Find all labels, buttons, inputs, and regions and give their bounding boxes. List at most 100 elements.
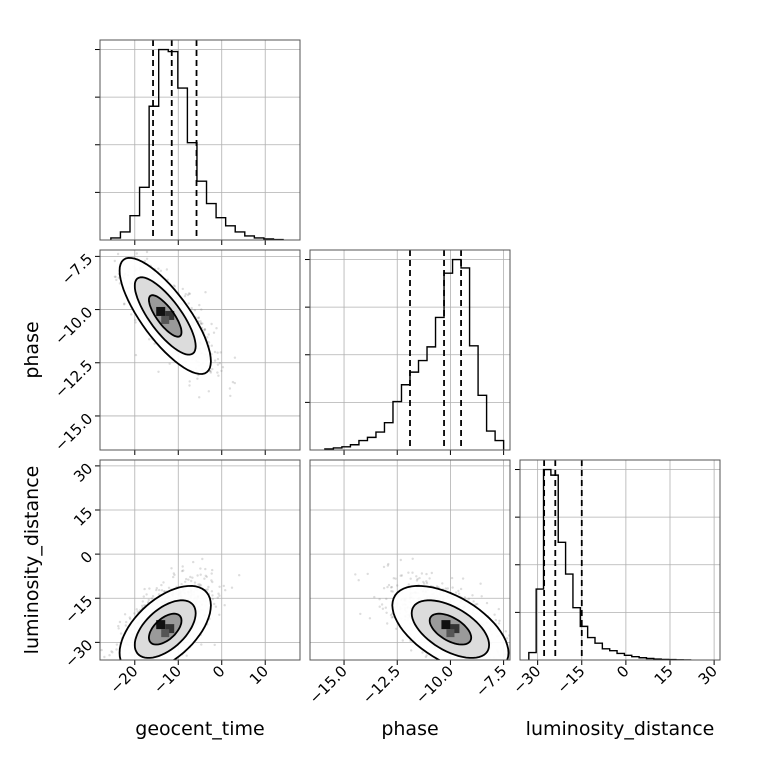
sample-point	[216, 363, 220, 366]
contour-level-3	[391, 584, 510, 660]
sample-point	[124, 624, 128, 627]
sample-point	[218, 613, 221, 616]
sample-point	[119, 632, 123, 635]
sample-point	[160, 589, 164, 592]
marginal-panel-geocent_time	[95, 39, 301, 245]
sample-point	[387, 583, 391, 587]
y-tick-label: 15	[70, 504, 96, 530]
contour-level-1	[147, 612, 183, 646]
sample-point	[425, 654, 428, 657]
sample-point	[130, 313, 133, 316]
sample-point	[216, 357, 220, 361]
sample-point	[213, 350, 217, 354]
sample-point	[475, 675, 477, 677]
sample-point	[145, 257, 149, 260]
sample-point	[140, 662, 142, 664]
sample-point	[441, 582, 444, 585]
sample-point	[214, 605, 218, 608]
sample-point	[204, 574, 207, 577]
sample-point	[141, 600, 144, 603]
sample-point	[238, 574, 241, 577]
sample-point	[200, 308, 203, 311]
sample-point	[424, 655, 427, 659]
density-peak	[450, 624, 460, 634]
sample-point	[515, 662, 517, 664]
sample-point	[203, 328, 207, 331]
sample-point	[210, 579, 213, 582]
sample-point	[386, 622, 389, 625]
sample-point	[425, 572, 428, 576]
joint-panel-geocent_time-phase	[95, 249, 301, 455]
sample-point	[229, 394, 232, 398]
sample-point	[159, 269, 163, 272]
sample-point	[220, 369, 223, 373]
sample-point	[387, 562, 390, 566]
sample-point	[456, 660, 458, 662]
panel-frame	[99, 39, 301, 241]
histogram-phase	[324, 258, 505, 450]
sample-point	[185, 654, 188, 657]
y-tick-label: −7.5	[58, 250, 96, 288]
sample-point	[172, 284, 176, 287]
sample-point	[142, 595, 145, 598]
sample-point	[396, 584, 399, 587]
y-tick-label: −15.0	[51, 410, 96, 455]
joint-content	[310, 460, 529, 677]
marginal-panel-luminosity_distance	[515, 459, 721, 665]
sample-point	[99, 690, 101, 692]
sample-point	[213, 602, 216, 606]
sample-point	[189, 575, 192, 579]
sample-point	[110, 650, 113, 653]
contour-level-3	[118, 256, 212, 375]
sample-point	[153, 342, 156, 345]
sample-point	[221, 366, 225, 369]
sample-point	[181, 565, 184, 568]
sample-point	[198, 303, 201, 307]
contour-level-1	[428, 612, 473, 646]
sample-point	[472, 667, 474, 669]
sample-point	[151, 662, 153, 664]
sample-point	[147, 598, 150, 602]
sample-point	[172, 575, 175, 579]
x-tick-label: −20	[106, 662, 141, 697]
sample-point	[366, 572, 369, 576]
sample-point	[168, 362, 171, 365]
sample-point	[196, 574, 199, 577]
sample-point	[157, 267, 160, 270]
sample-point	[217, 592, 220, 595]
sample-point	[218, 362, 222, 365]
sample-point	[457, 589, 460, 593]
sample-point	[386, 564, 390, 567]
sample-point	[143, 604, 146, 607]
sample-point	[143, 587, 146, 591]
sample-point	[211, 594, 214, 597]
sample-point	[113, 259, 117, 263]
sample-point	[527, 649, 529, 651]
sample-point	[444, 587, 447, 590]
x-tick-label: 30	[695, 662, 721, 688]
joint-content	[99, 460, 300, 692]
sample-point	[459, 587, 463, 591]
sample-point	[415, 575, 418, 578]
sample-point	[123, 613, 127, 616]
sample-point	[148, 587, 151, 590]
joint-panel-phase-luminosity_distance	[309, 459, 529, 677]
sample-point	[228, 387, 232, 390]
sample-point	[157, 370, 160, 373]
sample-point	[409, 577, 412, 580]
sample-point	[445, 660, 447, 662]
sample-point	[115, 648, 118, 651]
sample-point	[197, 583, 200, 586]
sample-point	[482, 663, 484, 665]
sample-point	[392, 577, 395, 580]
sample-point	[497, 607, 500, 611]
sample-point	[136, 610, 139, 613]
sample-point	[473, 662, 475, 664]
x-axis-label-luminosity_distance: luminosity_distance	[526, 718, 715, 740]
sample-point	[472, 600, 475, 603]
sample-point	[170, 567, 173, 570]
density-peak	[156, 306, 166, 316]
sample-point	[515, 642, 517, 644]
sample-point	[211, 568, 214, 572]
